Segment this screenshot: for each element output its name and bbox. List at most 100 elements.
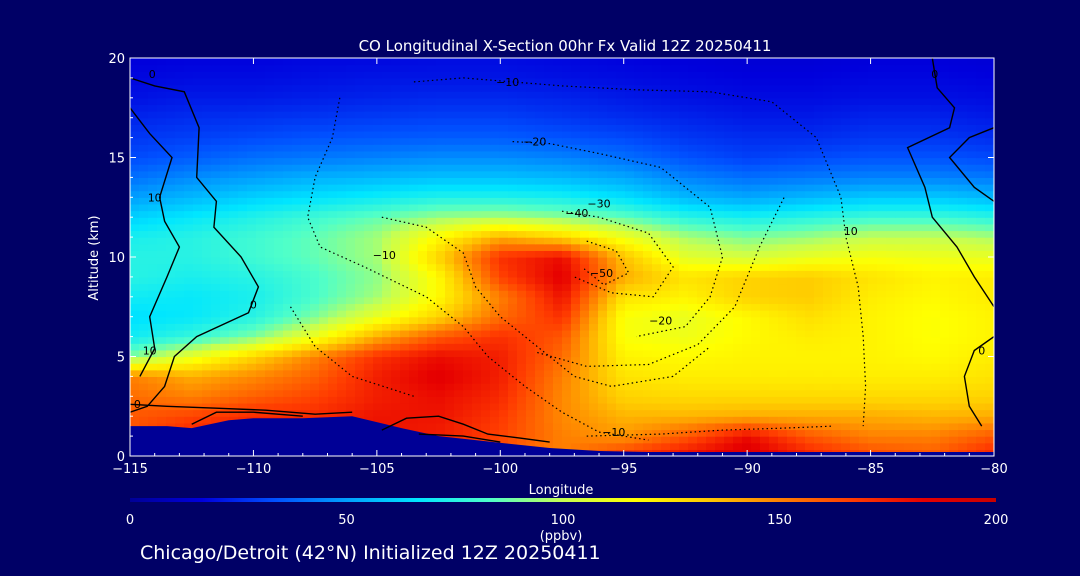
- field-cell: [301, 316, 311, 324]
- field-cell: [526, 323, 536, 331]
- field-cell: [436, 144, 446, 152]
- field-cell: [724, 409, 734, 417]
- field-cell: [499, 130, 509, 139]
- field-cell: [373, 270, 383, 278]
- field-cell: [436, 349, 446, 358]
- field-cell: [382, 111, 392, 119]
- field-cell: [787, 429, 797, 437]
- field-cell: [454, 210, 464, 218]
- field-cell: [508, 402, 518, 411]
- field-cell: [823, 442, 833, 450]
- field-cell: [526, 150, 536, 159]
- field-cell: [652, 150, 662, 159]
- field-cell: [238, 310, 248, 318]
- field-cell: [805, 336, 815, 344]
- field-cell: [589, 124, 599, 132]
- field-cell: [382, 276, 392, 285]
- field-cell: [940, 310, 950, 318]
- field-cell: [679, 329, 689, 338]
- field-cell: [751, 270, 761, 278]
- field-cell: [463, 303, 473, 311]
- field-cell: [724, 336, 734, 344]
- field-cell: [670, 363, 680, 371]
- field-cell: [490, 270, 500, 278]
- field-cell: [436, 137, 446, 145]
- field-cell: [661, 356, 671, 364]
- field-cell: [553, 349, 563, 358]
- field-cell: [904, 436, 914, 444]
- field-cell: [787, 422, 797, 431]
- field-cell: [769, 316, 779, 324]
- field-cell: [814, 383, 824, 391]
- field-cell: [841, 223, 851, 232]
- field-cell: [436, 310, 446, 318]
- field-cell: [211, 389, 221, 397]
- field-cell: [319, 237, 329, 245]
- field-cell: [562, 137, 572, 145]
- field-cell: [364, 363, 374, 371]
- field-cell: [256, 296, 266, 305]
- field-cell: [436, 111, 446, 119]
- field-cell: [652, 210, 662, 218]
- field-cell: [967, 150, 977, 159]
- field-cell: [427, 257, 437, 265]
- field-cell: [877, 177, 887, 185]
- field-cell: [724, 217, 734, 225]
- field-cell: [157, 164, 167, 172]
- field-cell: [688, 210, 698, 218]
- field-cell: [571, 223, 581, 232]
- field-cell: [490, 303, 500, 311]
- field-cell: [607, 343, 617, 351]
- field-cell: [877, 336, 887, 344]
- field-cell: [499, 343, 509, 351]
- field-cell: [301, 157, 311, 165]
- field-cell: [913, 436, 923, 444]
- field-cell: [580, 210, 590, 218]
- field-cell: [742, 383, 752, 391]
- field-cell: [535, 336, 545, 344]
- field-cell: [346, 270, 356, 278]
- field-cell: [373, 223, 383, 232]
- field-cell: [499, 117, 509, 125]
- field-cell: [310, 170, 320, 178]
- field-cell: [958, 336, 968, 344]
- field-cell: [697, 402, 707, 411]
- field-cell: [409, 164, 419, 172]
- field-cell: [877, 343, 887, 351]
- field-cell: [544, 369, 554, 377]
- field-cell: [589, 310, 599, 318]
- field-cell: [562, 190, 572, 198]
- field-cell: [796, 402, 806, 411]
- field-cell: [679, 150, 689, 159]
- field-cell: [490, 124, 500, 132]
- field-cell: [238, 177, 248, 185]
- field-cell: [643, 117, 653, 125]
- field-cell: [697, 223, 707, 232]
- field-cell: [607, 416, 617, 424]
- field-cell: [454, 150, 464, 159]
- field-cell: [670, 184, 680, 192]
- field-cell: [184, 230, 194, 238]
- field-cell: [715, 157, 725, 165]
- field-cell: [805, 137, 815, 145]
- field-cell: [202, 170, 212, 178]
- field-cell: [229, 383, 239, 391]
- field-cell: [922, 290, 932, 298]
- field-cell: [589, 396, 599, 404]
- field-cell: [832, 137, 842, 145]
- field-cell: [193, 303, 203, 311]
- field-cell: [256, 257, 266, 265]
- field-cell: [733, 157, 743, 165]
- field-cell: [517, 170, 527, 178]
- field-cell: [139, 303, 149, 311]
- field-cell: [382, 409, 392, 417]
- field-cell: [724, 243, 734, 251]
- field-cell: [841, 257, 851, 265]
- field-cell: [643, 429, 653, 437]
- field-cell: [391, 363, 401, 371]
- field-cell: [292, 223, 302, 232]
- field-cell: [913, 363, 923, 371]
- field-cell: [553, 369, 563, 377]
- field-cell: [652, 323, 662, 331]
- field-cell: [202, 409, 212, 417]
